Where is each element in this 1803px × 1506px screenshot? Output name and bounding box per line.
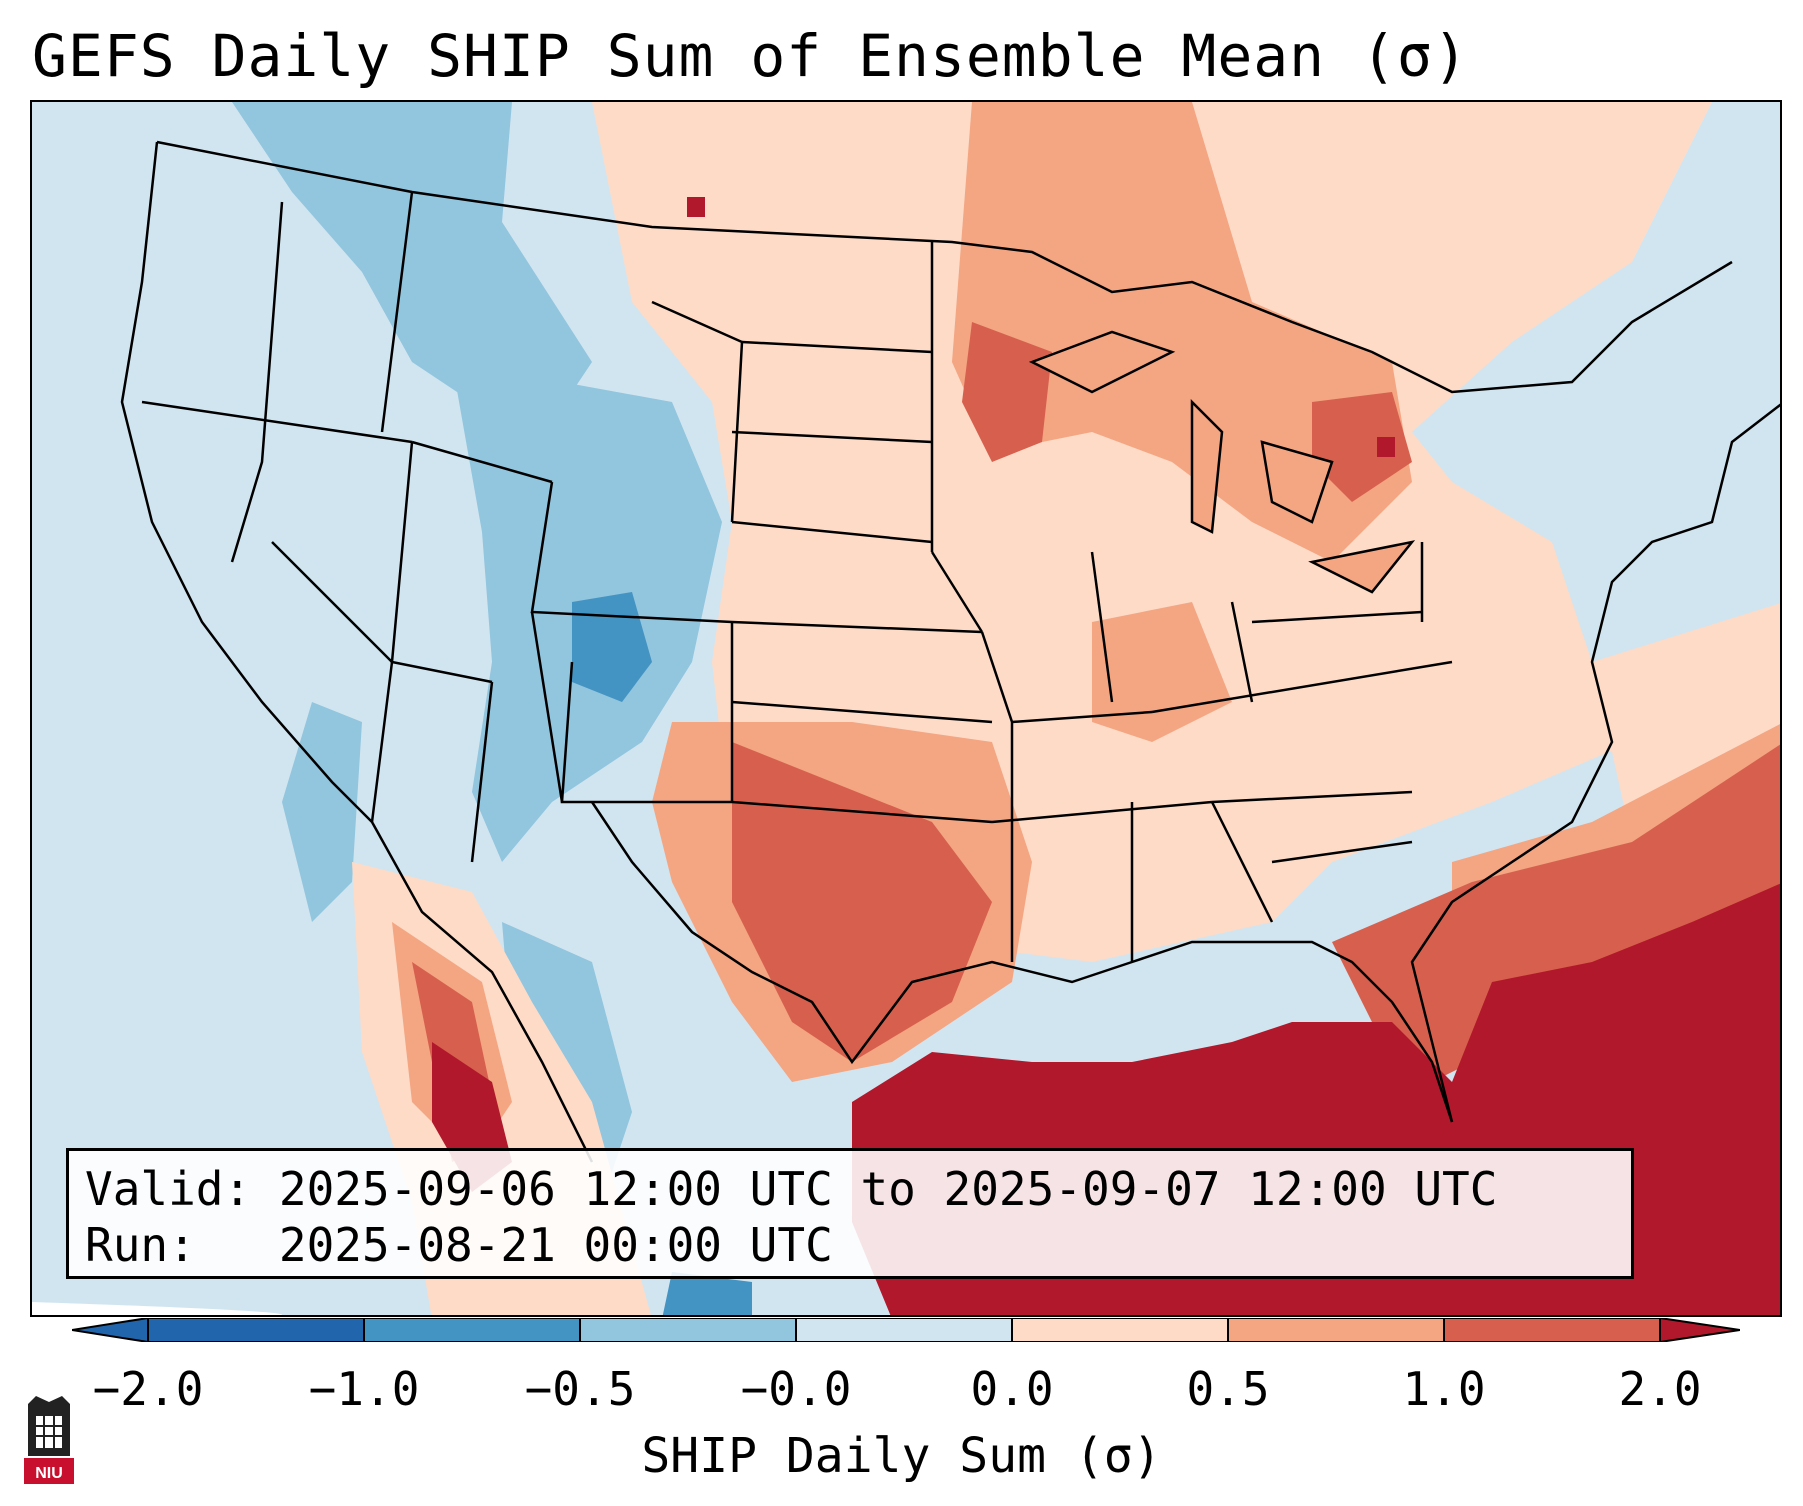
colorbar-extend-high (1660, 1318, 1740, 1342)
anomaly-northwest (232, 102, 592, 422)
great-lakes (1028, 330, 1416, 594)
anomaly-colorado (572, 592, 652, 702)
colorbar-bin-4 (796, 1318, 1012, 1342)
colorbar-dividers (147, 1318, 1661, 1342)
colorbar-bin-5 (1012, 1318, 1228, 1342)
colorbar-label: SHIP Daily Sum (σ) (641, 1428, 1162, 1484)
anomaly-california (282, 702, 362, 922)
colorbar-extend-low (72, 1318, 148, 1342)
colorbar-bin-2 (364, 1318, 580, 1342)
map-svg (32, 102, 1780, 1315)
anomaly-montana-peak (687, 197, 705, 217)
colorbar-tick: −1.0 (308, 1362, 420, 1416)
lake-erie (1308, 540, 1416, 594)
run-value: 2025-08-21 00:00 UTC (278, 1218, 833, 1272)
colorbar-tick: 0.5 (1186, 1362, 1270, 1416)
anomaly-south-mexico (662, 1272, 752, 1315)
colorbar-tick: −0.0 (740, 1362, 852, 1416)
valid-run-box: Valid: 2025-09-06 12:00 UTC to 2025-09-0… (66, 1148, 1634, 1279)
colorbar (72, 1318, 1740, 1342)
colorbar-bin-7 (1444, 1318, 1660, 1342)
chart-title: GEFS Daily SHIP Sum of Ensemble Mean (σ) (32, 22, 1469, 90)
colorbar-tick: 0.0 (970, 1362, 1054, 1416)
anomaly-michigan (1312, 392, 1412, 502)
anomaly-ohio-valley (1092, 602, 1232, 742)
valid-value: 2025-09-06 12:00 UTC to 2025-09-07 12:00… (278, 1162, 1498, 1216)
colorbar-tick: −0.5 (524, 1362, 636, 1416)
gulf-coast (590, 801, 1454, 1123)
colorbar-tick: 2.0 (1618, 1362, 1702, 1416)
map-panel (30, 100, 1782, 1317)
boundaries (120, 140, 1780, 1163)
colorbar-tick: 1.0 (1402, 1362, 1486, 1416)
run-label: Run: (85, 1218, 196, 1272)
anomaly-southeast-coast (1332, 744, 1780, 1082)
niu-logo-icon: NIU (24, 1396, 74, 1484)
anomaly-michigan-peak (1377, 437, 1395, 457)
colorbar-bin-1 (148, 1318, 364, 1342)
anomaly-texas-core (732, 742, 992, 1062)
valid-label: Valid: (85, 1162, 252, 1216)
canada-border (156, 140, 1733, 394)
anomaly-minnesota (962, 322, 1052, 462)
lake-huron (1260, 440, 1334, 524)
projection-edge-left (32, 1302, 282, 1315)
colorbar-tick: −2.0 (92, 1362, 204, 1416)
colorbar-bin-6 (1228, 1318, 1444, 1342)
logo-text: NIU (35, 1465, 63, 1482)
pacific-coast (120, 141, 594, 1163)
atlantic-coast (1410, 403, 1780, 1123)
anomaly-upper-midwest (952, 102, 1412, 562)
lake-michigan (1190, 398, 1224, 534)
lake-superior (1028, 330, 1176, 394)
colorbar-bin-3 (580, 1318, 796, 1342)
